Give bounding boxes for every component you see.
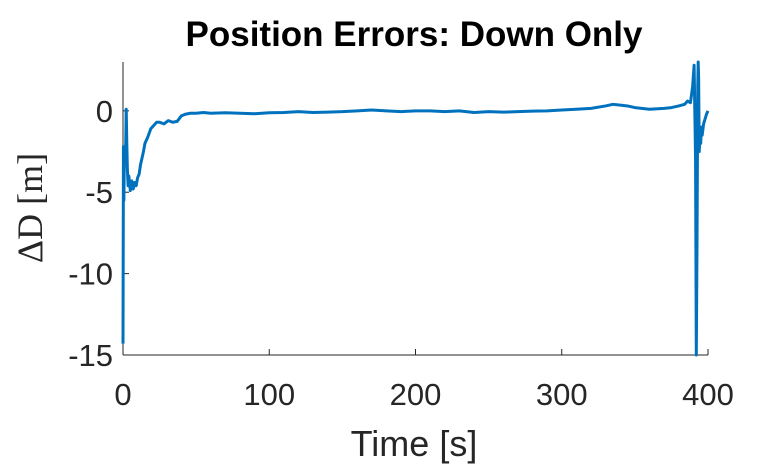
x-tick-label: 200	[390, 377, 442, 412]
x-tick-label: 0	[114, 377, 131, 412]
chart-title: Position Errors: Down Only	[186, 15, 644, 54]
y-tick-label: -15	[68, 338, 113, 373]
y-ticks: -15 -10 -5 0	[68, 94, 129, 373]
x-ticks: 0 100 200 300 400	[114, 349, 734, 412]
y-tick-label: -5	[85, 175, 113, 210]
y-tick-label: -10	[68, 257, 113, 292]
series-line	[121, 60, 710, 357]
x-tick-label: 300	[536, 377, 588, 412]
x-axis-label: Time [s]	[351, 423, 478, 464]
x-tick-label: 400	[682, 377, 734, 412]
y-tick-label: 0	[96, 94, 113, 129]
y-axis-label: ΔD [m]	[10, 153, 50, 263]
x-tick-label: 100	[243, 377, 295, 412]
